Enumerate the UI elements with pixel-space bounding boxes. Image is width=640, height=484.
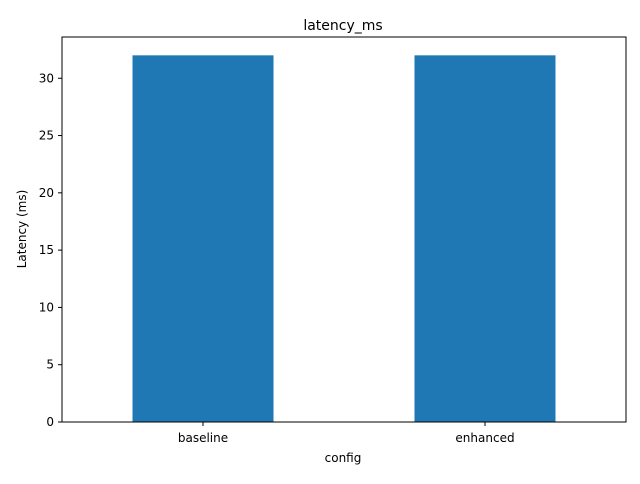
bar-enhanced (414, 55, 556, 422)
x-axis-ticks: baseline enhanced (178, 422, 515, 445)
chart-title: latency_ms (303, 18, 382, 34)
y-tick-label: 20 (39, 186, 54, 200)
plot-area-frame (61, 36, 627, 423)
y-tick-label: 5 (46, 358, 54, 372)
y-tick-label: 25 (39, 129, 54, 143)
y-tick-label: 30 (39, 71, 54, 85)
y-tick-label: 0 (46, 415, 54, 429)
y-axis-ticks: 0 5 10 15 20 25 30 (39, 71, 62, 429)
x-axis-label: config (325, 451, 362, 465)
bar-baseline (132, 55, 274, 422)
bars-layer (132, 55, 556, 422)
y-axis-label: Latency (ms) (15, 190, 29, 269)
x-tick-label: enhanced (455, 431, 514, 445)
x-tick-label: baseline (178, 431, 228, 445)
y-tick-label: 10 (39, 300, 54, 314)
y-tick-label: 15 (39, 243, 54, 257)
